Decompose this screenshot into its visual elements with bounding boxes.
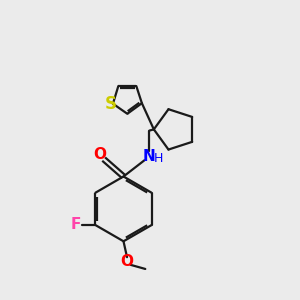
Text: S: S	[105, 95, 117, 113]
Text: N: N	[143, 149, 156, 164]
Text: F: F	[71, 217, 82, 232]
Text: O: O	[121, 254, 134, 269]
Text: H: H	[154, 152, 164, 165]
Text: O: O	[93, 147, 106, 162]
